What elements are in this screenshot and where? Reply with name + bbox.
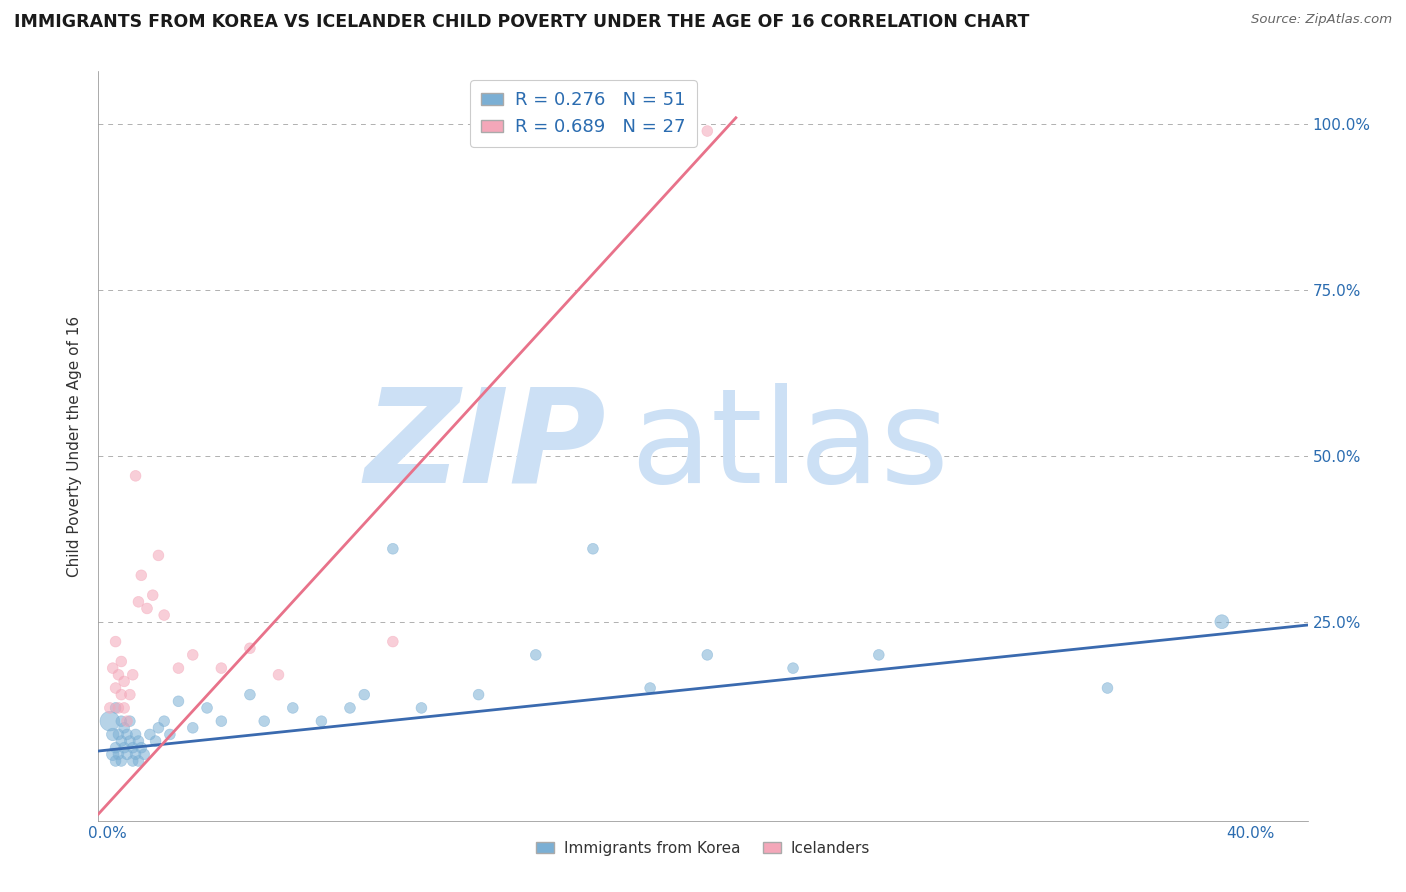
Point [110, 655, 132, 669]
Point [1097, 681, 1119, 695]
Point [195, 701, 218, 715]
Point [145, 734, 167, 748]
Point [209, 714, 232, 728]
Point [107, 667, 129, 681]
Point [127, 754, 149, 768]
Point [127, 595, 149, 609]
Point [311, 714, 333, 728]
Point [129, 568, 152, 582]
Point [148, 549, 170, 563]
Point [153, 714, 176, 728]
Point [115, 747, 138, 762]
Y-axis label: Child Poverty Under the Age of 16: Child Poverty Under the Age of 16 [67, 316, 83, 576]
Point [118, 714, 141, 728]
Point [101, 661, 124, 675]
Text: ZIP: ZIP [364, 383, 606, 509]
Point [134, 747, 156, 762]
Point [115, 714, 138, 728]
Point [112, 721, 135, 735]
Point [353, 688, 375, 702]
Text: atlas: atlas [630, 383, 949, 509]
Point [107, 727, 129, 741]
Point [104, 754, 127, 768]
Point [121, 740, 143, 755]
Point [209, 661, 232, 675]
Point [239, 688, 262, 702]
Point [127, 734, 149, 748]
Point [142, 588, 165, 602]
Text: Source: ZipAtlas.com: Source: ZipAtlas.com [1251, 13, 1392, 27]
Point [381, 541, 404, 556]
Point [115, 727, 138, 741]
Point [153, 608, 176, 623]
Point [524, 648, 547, 662]
Point [121, 667, 143, 681]
Point [98, 714, 121, 728]
Point [112, 701, 135, 715]
Point [167, 694, 190, 708]
Point [159, 727, 181, 741]
Point [696, 648, 718, 662]
Point [136, 601, 159, 615]
Point [124, 747, 146, 762]
Point [107, 747, 129, 762]
Point [110, 734, 132, 748]
Point [467, 688, 489, 702]
Legend: Immigrants from Korea, Icelanders: Immigrants from Korea, Icelanders [530, 835, 876, 862]
Point [339, 701, 361, 715]
Point [129, 740, 152, 755]
Point [107, 701, 129, 715]
Point [104, 634, 127, 648]
Point [104, 701, 127, 715]
Point [1211, 615, 1233, 629]
Point [124, 468, 146, 483]
Point [118, 734, 141, 748]
Point [253, 714, 276, 728]
Point [281, 701, 304, 715]
Point [239, 641, 262, 656]
Point [124, 727, 146, 741]
Point [104, 681, 127, 695]
Point [267, 667, 290, 681]
Text: IMMIGRANTS FROM KOREA VS ICELANDER CHILD POVERTY UNDER THE AGE OF 16 CORRELATION: IMMIGRANTS FROM KOREA VS ICELANDER CHILD… [14, 13, 1029, 31]
Point [139, 727, 162, 741]
Point [121, 754, 143, 768]
Point [167, 661, 190, 675]
Point [104, 740, 127, 755]
Point [638, 681, 661, 695]
Point [101, 747, 124, 762]
Point [181, 721, 204, 735]
Point [148, 721, 170, 735]
Point [181, 648, 204, 662]
Point [381, 634, 404, 648]
Point [110, 688, 132, 702]
Point [110, 754, 132, 768]
Point [101, 727, 124, 741]
Point [112, 674, 135, 689]
Point [868, 648, 890, 662]
Point [782, 661, 804, 675]
Point [411, 701, 433, 715]
Point [98, 701, 121, 715]
Point [696, 124, 718, 138]
Point [112, 740, 135, 755]
Point [582, 541, 605, 556]
Point [110, 714, 132, 728]
Point [118, 688, 141, 702]
